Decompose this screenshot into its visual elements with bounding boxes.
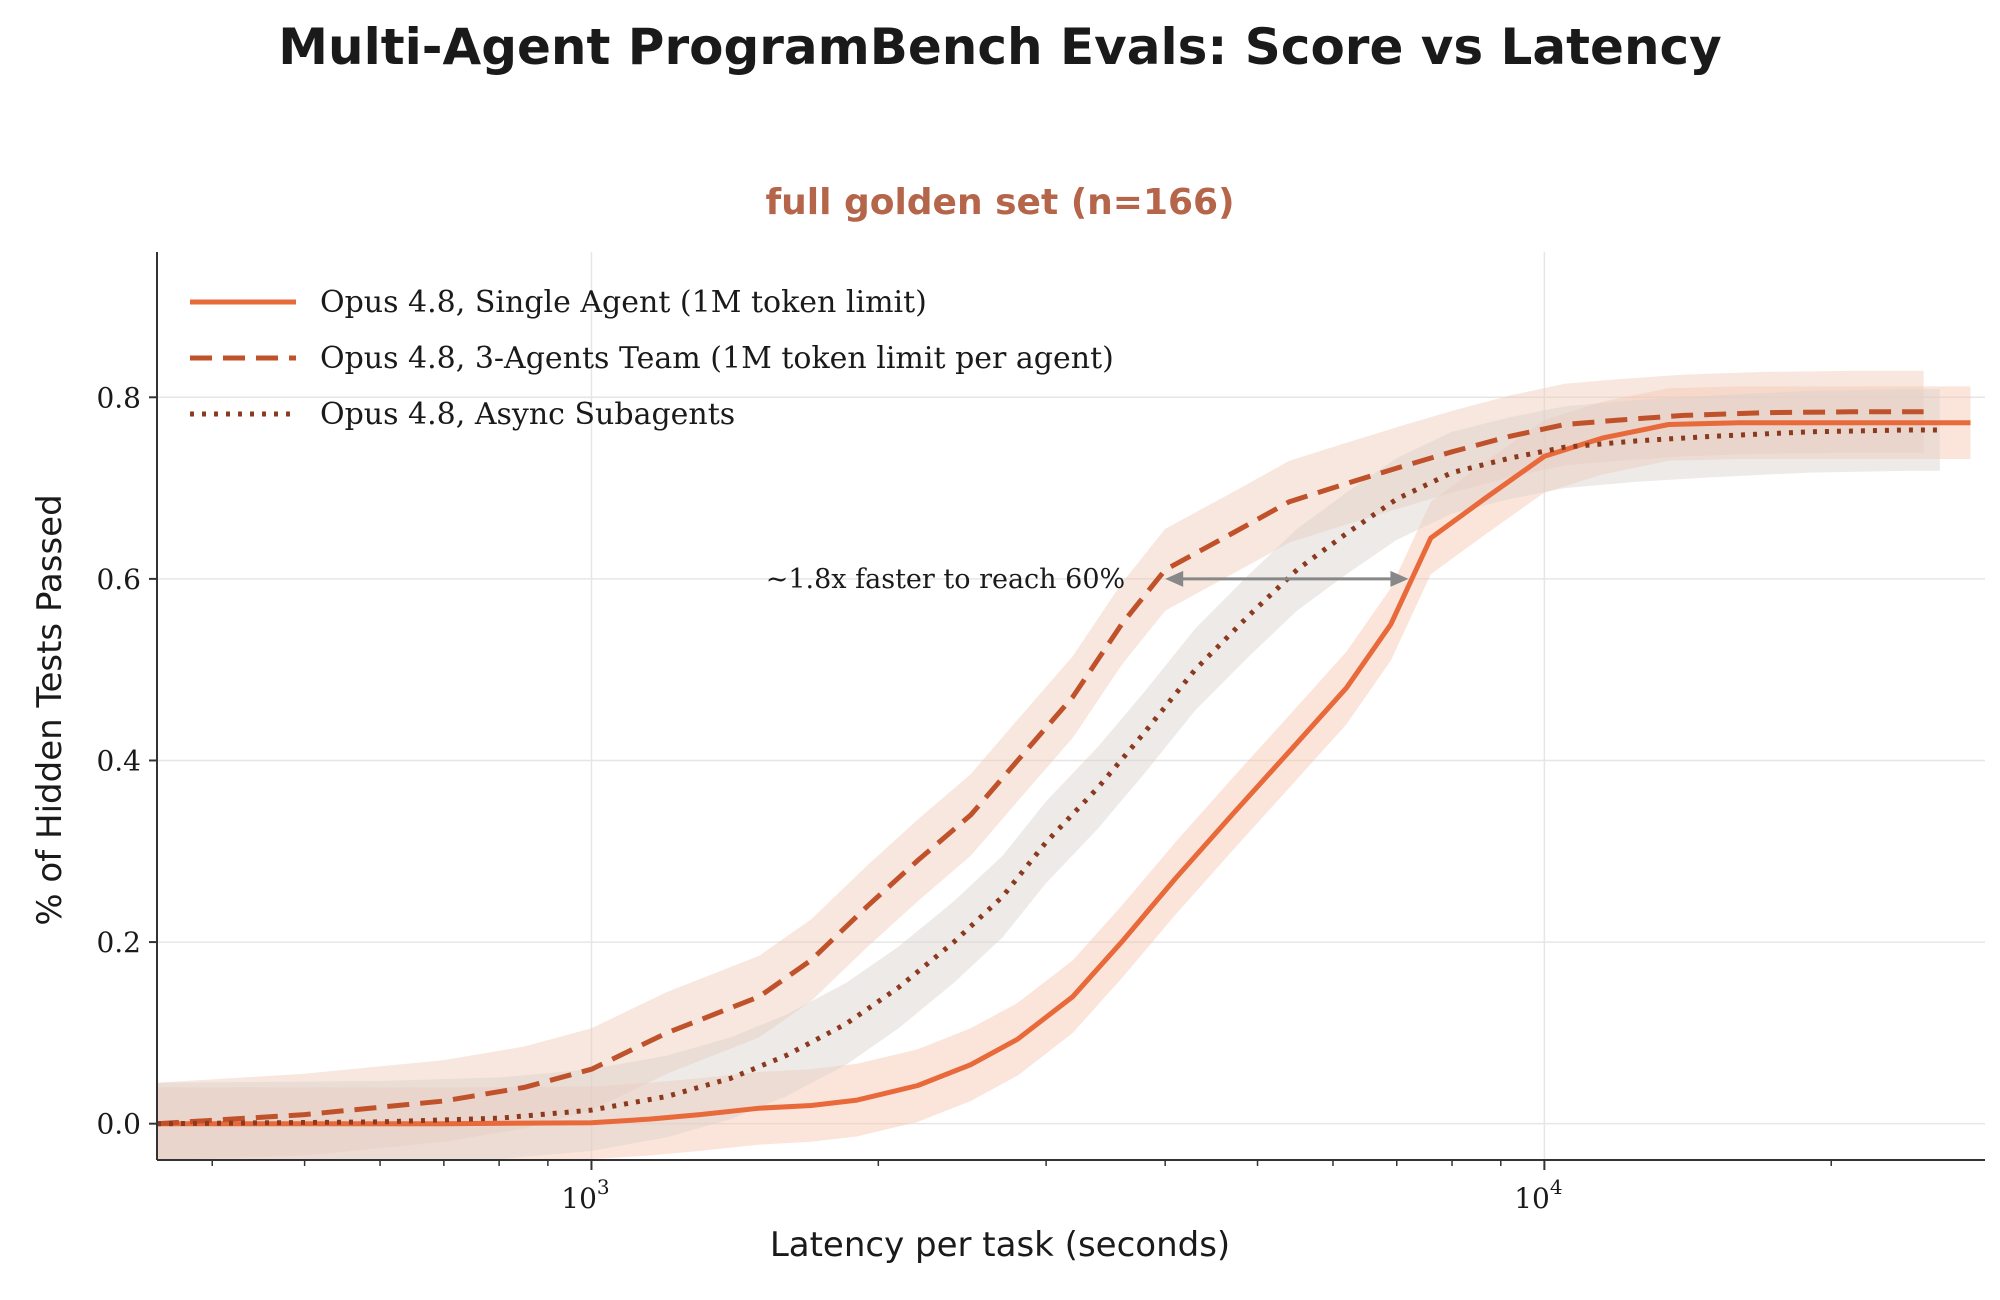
main-title: Multi-Agent ProgramBench Evals: Score vs… (278, 18, 1722, 76)
x-tick-label: 103 (561, 1175, 609, 1215)
annotation-text: ~1.8x faster to reach 60% (766, 564, 1125, 595)
annotation-arrowhead-left (1165, 570, 1184, 587)
y-tick-label: 0.4 (96, 744, 141, 777)
series-line-0 (157, 420, 1971, 1127)
legend-label-1: Opus 4.8, 3-Agents Team (1M token limit … (320, 341, 1114, 376)
axes: 0.0 0.2 0.4 0.6 0.8 103 104 (96, 252, 1985, 1215)
series-band-1 (157, 370, 1924, 1160)
legend-label-0: Opus 4.8, Single Agent (1M token limit) (320, 285, 927, 320)
y-tick-label: 0.6 (96, 563, 141, 596)
y-tick-label: 0.2 (96, 926, 141, 959)
x-axis-label: Latency per task (seconds) (769, 1225, 1231, 1265)
annotation-arrowhead-right (1390, 570, 1409, 587)
series-lines (156, 409, 1971, 1127)
y-tick-label: 0.8 (96, 381, 141, 414)
legend-label-2: Opus 4.8, Async Subagents (320, 397, 735, 432)
x-tick-label: 104 (1514, 1175, 1562, 1215)
series-band-2 (157, 389, 1940, 1161)
series-line-1 (156, 409, 1924, 1127)
grid (157, 252, 1985, 1160)
confidence-bands (157, 370, 1971, 1161)
annotation: ~1.8x faster to reach 60% (766, 564, 1409, 595)
series-line-2 (156, 427, 1940, 1127)
y-tick-label: 0.0 (96, 1108, 141, 1141)
legend: Opus 4.8, Single Agent (1M token limit) O… (190, 285, 1114, 432)
series-band-0 (157, 386, 1971, 1160)
chart-subtitle: full golden set (n=166) (765, 182, 1235, 223)
